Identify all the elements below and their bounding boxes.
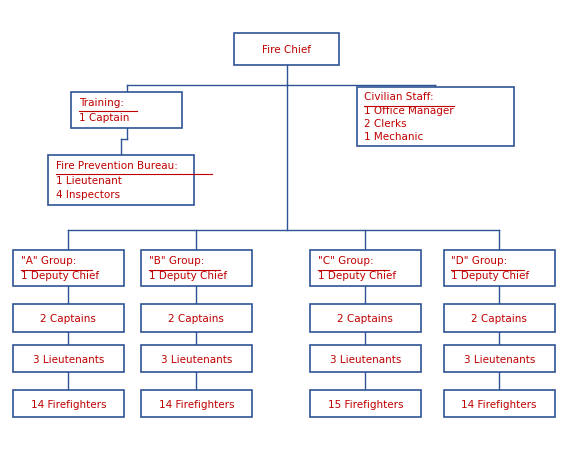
Text: 3 Lieutenants: 3 Lieutenants <box>33 354 104 364</box>
FancyBboxPatch shape <box>310 345 421 372</box>
Text: 2 Clerks: 2 Clerks <box>364 119 407 129</box>
Text: "B" Group:: "B" Group: <box>149 257 204 267</box>
Text: 14 Firefighters: 14 Firefighters <box>159 400 234 410</box>
FancyBboxPatch shape <box>310 390 421 417</box>
Text: "A" Group:: "A" Group: <box>20 257 76 267</box>
FancyBboxPatch shape <box>13 304 123 332</box>
FancyBboxPatch shape <box>141 390 252 417</box>
Text: Fire Prevention Bureau:: Fire Prevention Bureau: <box>56 161 177 171</box>
Text: 1 Lieutenant: 1 Lieutenant <box>56 176 122 186</box>
Text: 1 Office Manager: 1 Office Manager <box>364 106 454 116</box>
Text: "D" Group:: "D" Group: <box>452 257 508 267</box>
Text: Training:: Training: <box>79 98 124 108</box>
Text: 2 Captains: 2 Captains <box>472 314 527 324</box>
Text: "C" Group:: "C" Group: <box>318 257 373 267</box>
Text: 1 Deputy Chief: 1 Deputy Chief <box>452 272 529 282</box>
FancyBboxPatch shape <box>141 304 252 332</box>
Text: 15 Firefighters: 15 Firefighters <box>328 400 403 410</box>
Text: 3 Lieutenants: 3 Lieutenants <box>329 354 401 364</box>
FancyBboxPatch shape <box>141 345 252 372</box>
FancyBboxPatch shape <box>234 33 339 65</box>
FancyBboxPatch shape <box>444 250 555 286</box>
Text: 3 Lieutenants: 3 Lieutenants <box>463 354 535 364</box>
FancyBboxPatch shape <box>13 345 123 372</box>
Text: 2 Captains: 2 Captains <box>338 314 393 324</box>
Text: 2 Captains: 2 Captains <box>168 314 225 324</box>
FancyBboxPatch shape <box>444 390 555 417</box>
Text: 1 Deputy Chief: 1 Deputy Chief <box>318 272 395 282</box>
FancyBboxPatch shape <box>48 155 194 205</box>
FancyBboxPatch shape <box>310 304 421 332</box>
Text: Civilian Staff:: Civilian Staff: <box>364 92 433 102</box>
Text: Fire Chief: Fire Chief <box>262 45 311 55</box>
Text: 1 Deputy Chief: 1 Deputy Chief <box>20 272 99 282</box>
FancyBboxPatch shape <box>444 345 555 372</box>
Text: 4 Inspectors: 4 Inspectors <box>56 190 120 200</box>
FancyBboxPatch shape <box>13 250 123 286</box>
Text: 14 Firefighters: 14 Firefighters <box>30 400 106 410</box>
Text: 1 Mechanic: 1 Mechanic <box>364 132 424 142</box>
Text: 1 Deputy Chief: 1 Deputy Chief <box>149 272 227 282</box>
Text: 1 Captain: 1 Captain <box>79 113 129 123</box>
Text: 14 Firefighters: 14 Firefighters <box>462 400 537 410</box>
Text: 3 Lieutenants: 3 Lieutenants <box>161 354 232 364</box>
FancyBboxPatch shape <box>310 250 421 286</box>
Text: 2 Captains: 2 Captains <box>40 314 97 324</box>
FancyBboxPatch shape <box>444 304 555 332</box>
FancyBboxPatch shape <box>356 87 514 146</box>
FancyBboxPatch shape <box>141 250 252 286</box>
FancyBboxPatch shape <box>13 390 123 417</box>
FancyBboxPatch shape <box>71 92 182 128</box>
